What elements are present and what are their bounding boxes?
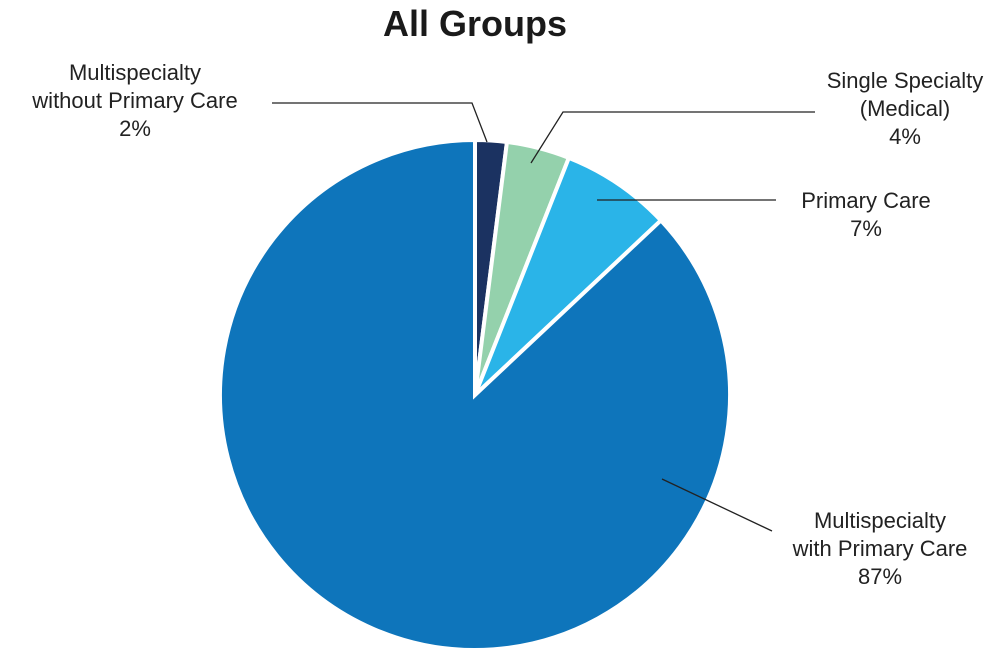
leader-lines <box>272 102 815 532</box>
slice-labels: Multispecialty without Primary Care 2% Sing… <box>31 60 983 589</box>
slice-primary-care <box>473 155 664 397</box>
label-value-multispecialty-without-primary-care: 2% <box>119 116 151 141</box>
label-line-single-specialty-medical: Single Specialty <box>827 68 984 93</box>
label-line-multispecialty-without-primary-care: Multispecialty <box>69 60 201 85</box>
label-single-specialty-medical: Single Specialty (Medical) 4% <box>827 68 984 149</box>
pie-slices <box>218 137 732 649</box>
leader-line-multispecialty-with-primary-care <box>661 478 773 532</box>
label-value-primary-care: 7% <box>850 216 882 241</box>
label-value-single-specialty-medical: 4% <box>889 124 921 149</box>
label-line-multispecialty-with-primary-care: Multispecialty <box>814 508 946 533</box>
label-line-single-specialty-medical: (Medical) <box>860 96 950 121</box>
label-multispecialty-with-primary-care: Multispecialty with Primary Care 87% <box>792 508 968 589</box>
label-line-primary-care: Primary Care <box>801 188 931 213</box>
chart-title: All Groups <box>383 3 567 44</box>
leader-line-multispecialty-without-primary-care <box>272 102 488 143</box>
label-line-multispecialty-with-primary-care: with Primary Care <box>792 536 968 561</box>
label-multispecialty-without-primary-care: Multispecialty without Primary Care 2% <box>31 60 237 141</box>
label-value-multispecialty-with-primary-care: 87% <box>858 564 902 589</box>
label-line-multispecialty-without-primary-care: without Primary Care <box>31 88 237 113</box>
leader-line-single-specialty-medical <box>530 111 815 164</box>
label-primary-care: Primary Care 7% <box>801 188 931 241</box>
slice-multispecialty-with-primary-care <box>218 137 732 649</box>
